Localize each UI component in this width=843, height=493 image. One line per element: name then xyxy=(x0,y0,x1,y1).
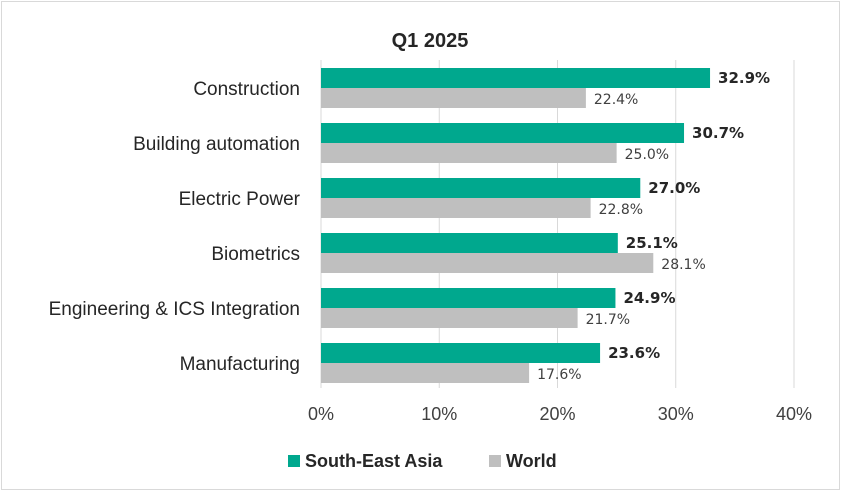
bar-world xyxy=(321,363,530,383)
x-tick-label: 20% xyxy=(539,404,575,424)
data-label: 24.9% xyxy=(623,289,675,307)
bar-world xyxy=(321,253,654,273)
legend-swatch xyxy=(489,455,501,467)
data-label: 21.7% xyxy=(586,312,630,328)
bar-south-east-asia xyxy=(321,178,641,198)
category-label: Building automation xyxy=(133,134,300,155)
data-label: 22.4% xyxy=(594,92,638,108)
bar-world xyxy=(321,88,586,108)
category-label: Construction xyxy=(193,79,300,100)
data-label: 22.8% xyxy=(599,202,643,218)
x-tick-label: 10% xyxy=(421,404,457,424)
data-label: 17.6% xyxy=(537,367,581,383)
data-label: 30.7% xyxy=(692,124,744,142)
legend-label: World xyxy=(506,451,557,471)
category-label: Manufacturing xyxy=(180,354,300,375)
data-label: 28.1% xyxy=(661,257,705,273)
x-tick-label: 40% xyxy=(776,404,812,424)
bar-south-east-asia xyxy=(321,123,685,143)
bar-world xyxy=(321,308,578,328)
data-label: 23.6% xyxy=(608,344,660,362)
data-label: 25.0% xyxy=(625,147,669,163)
data-label: 32.9% xyxy=(718,69,770,87)
data-label: 27.0% xyxy=(648,179,700,197)
bar-world xyxy=(321,143,617,163)
x-tick-label: 0% xyxy=(308,404,334,424)
bar-south-east-asia xyxy=(321,288,616,308)
bar-south-east-asia xyxy=(321,343,601,363)
bar-world xyxy=(321,198,591,218)
chart-title: Q1 2025 xyxy=(392,30,469,52)
data-label: 25.1% xyxy=(626,234,678,252)
category-label: Electric Power xyxy=(179,189,301,210)
legend-label: South-East Asia xyxy=(305,451,443,471)
category-label: Engineering & ICS Integration xyxy=(49,299,300,320)
legend-swatch xyxy=(288,455,300,467)
bar-south-east-asia xyxy=(321,68,711,88)
category-label: Biometrics xyxy=(211,244,300,265)
x-tick-label: 30% xyxy=(658,404,694,424)
bar-south-east-asia xyxy=(321,233,618,253)
